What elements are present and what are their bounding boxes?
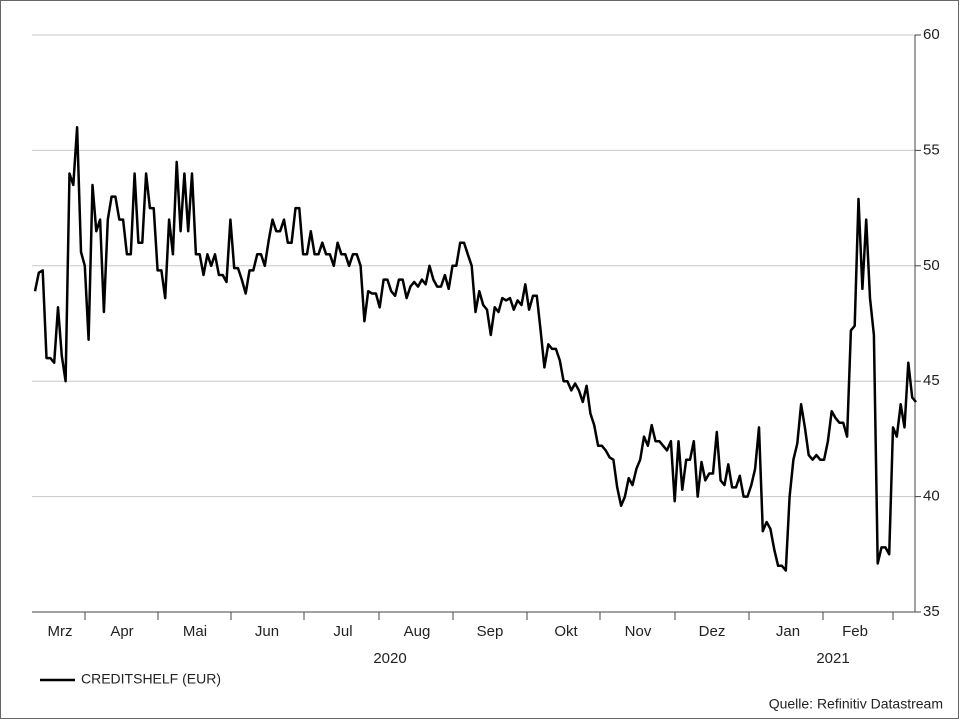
y-tick-label: 55 xyxy=(923,141,940,158)
legend-label: CREDITSHELF (EUR) xyxy=(81,671,221,687)
month-label: Jul xyxy=(333,623,352,640)
month-label: Sep xyxy=(477,623,504,640)
month-label: Apr xyxy=(110,623,133,640)
y-tick-label: 35 xyxy=(923,603,940,620)
y-tick-label: 50 xyxy=(923,257,940,274)
year-label: 2021 xyxy=(816,650,849,667)
month-label: Aug xyxy=(404,623,431,640)
month-label: Jan xyxy=(776,623,800,640)
y-tick-label: 40 xyxy=(923,488,940,505)
month-label: Mrz xyxy=(48,623,73,640)
month-label: Nov xyxy=(625,623,652,640)
y-tick-label: 45 xyxy=(923,372,940,389)
year-label: 2020 xyxy=(373,650,406,667)
price-line xyxy=(33,126,917,572)
y-tick-label: 60 xyxy=(923,26,940,43)
month-label: Jun xyxy=(255,623,279,640)
month-label: Okt xyxy=(554,623,578,640)
month-label: Feb xyxy=(842,623,868,640)
month-label: Mai xyxy=(183,623,207,640)
source: Quelle: Refinitiv Datastream xyxy=(769,696,943,712)
month-label: Dez xyxy=(699,623,726,640)
